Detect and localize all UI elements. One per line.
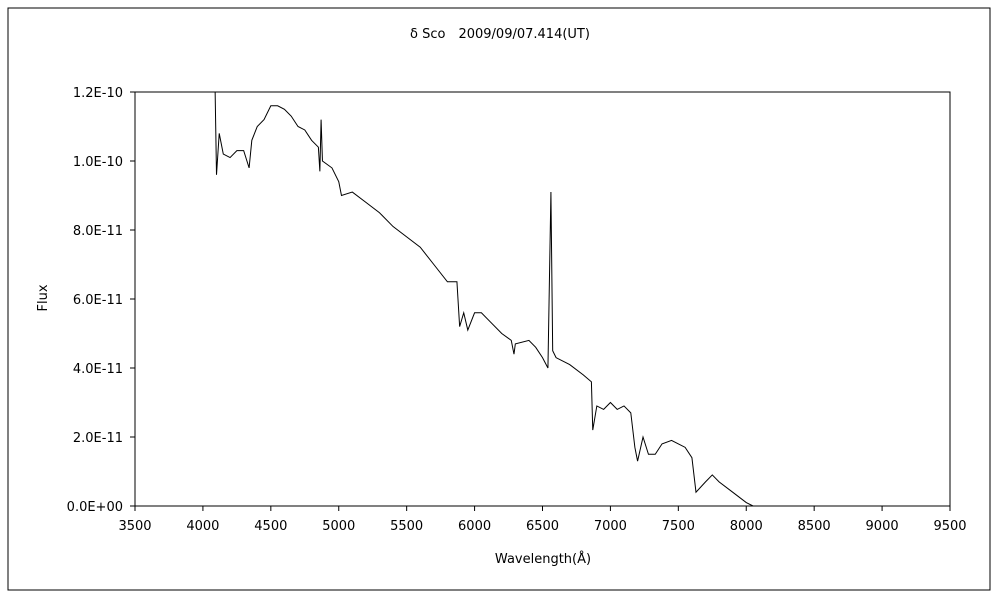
x-tick-label: 6000 [458, 519, 491, 534]
x-tick-label: 9000 [866, 519, 899, 534]
x-tick-label: 4000 [186, 519, 219, 534]
chart-title: δ Sco 2009/09/07.414(UT) [410, 27, 590, 42]
y-tick-label: 4.0E-11 [73, 362, 123, 377]
x-tick-label: 8500 [798, 519, 831, 534]
x-tick-label: 9500 [933, 519, 966, 534]
x-tick-label: 5500 [390, 519, 423, 534]
y-tick-label: 0.0E+00 [67, 500, 123, 515]
y-axis-label: Flux [36, 284, 51, 311]
y-tick-label: 1.0E-10 [73, 155, 123, 170]
x-tick-label: 5000 [322, 519, 355, 534]
plot-area [134, 91, 951, 507]
x-tick-label: 7000 [594, 519, 627, 534]
x-tick-label: 8000 [730, 519, 763, 534]
y-tick-label: 8.0E-11 [73, 224, 123, 239]
x-tick-label: 7500 [662, 519, 695, 534]
x-axis-label: Wavelength(Å) [495, 551, 591, 567]
x-tick-label: 3500 [118, 519, 151, 534]
x-tick-label: 4500 [254, 519, 287, 534]
x-tick-label: 6500 [526, 519, 559, 534]
y-tick-label: 2.0E-11 [73, 431, 123, 446]
spectrum-line [214, 91, 950, 507]
y-tick-label: 1.2E-10 [73, 86, 123, 101]
y-tick-label: 6.0E-11 [73, 293, 123, 308]
